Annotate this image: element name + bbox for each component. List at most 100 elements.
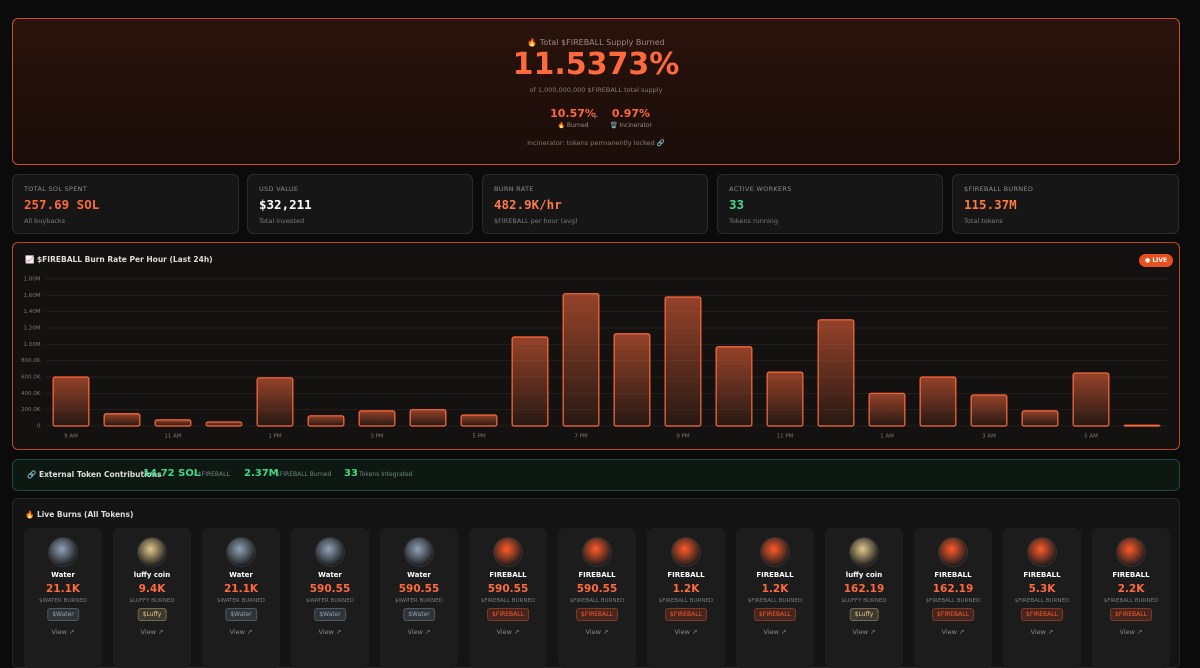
token-ticker: $FIREBALL	[576, 608, 618, 621]
token-name: FIREBALL	[1023, 571, 1061, 579]
token-name: Water	[51, 571, 75, 579]
stat-sub: Total invested	[259, 217, 305, 225]
burn-unit: $WATER BURNED	[39, 598, 87, 604]
token-avatar	[405, 538, 433, 566]
stat-card: TOTAL SOL SPENT 257.69 SOL All buybacks	[12, 174, 239, 234]
view-link[interactable]: View ↗	[763, 628, 787, 636]
burn-amount: 21.1K	[223, 583, 259, 595]
burn-amount: 2.2K	[1117, 583, 1145, 595]
hero-note: Incinerator: tokens permanently locked 🔗	[527, 139, 665, 147]
token-name: luffy coin	[133, 571, 171, 579]
burn-card: Water 21.1K $WATER BURNED $Water View ↗	[24, 528, 102, 668]
token-avatar	[138, 538, 166, 566]
burn-card: FIREBALL 590.55 $FIREBALL BURNED $FIREBALL V…	[469, 528, 547, 668]
view-link[interactable]: View ↗	[852, 628, 876, 636]
stat-label: $FIREBALL BURNED	[964, 185, 1034, 193]
view-link[interactable]: View ↗	[674, 628, 698, 636]
live-title: 🔥 Live Burns (All Tokens)	[25, 510, 134, 519]
stat-sub: All buybacks	[24, 217, 66, 225]
token-avatar	[227, 538, 255, 566]
burn-card: Water 590.55 $WATER BURNED $Water View ↗	[291, 528, 369, 668]
view-link[interactable]: View ↗	[496, 628, 520, 636]
hero-card: 🔥 Total $FIREBALL Supply Burned 11.5373%…	[12, 18, 1180, 165]
token-avatar	[494, 538, 522, 566]
burn-unit: $FIREBALL BURNED	[569, 598, 625, 604]
token-ticker: $FIREBALL	[487, 608, 529, 621]
token-name: FIREBALL	[578, 571, 616, 579]
token-avatar	[316, 538, 344, 566]
token-ticker: $FIREBALL	[1021, 608, 1063, 621]
burn-amount: 590.55	[576, 583, 618, 595]
burn-unit: $FIREBALL BURNED	[480, 598, 536, 604]
external-title: 🔗 External Token Contributions	[27, 470, 162, 479]
burn-amount: 162.19	[843, 583, 885, 595]
external-value: 14.72 SOL	[143, 468, 201, 479]
external-value: 33	[344, 468, 358, 479]
burn-card: Water 21.1K $WATER BURNED $Water View ↗	[202, 528, 280, 668]
burned-value: 10.57%	[550, 107, 596, 120]
token-ticker: $Luffy	[137, 608, 167, 621]
view-link[interactable]: View ↗	[318, 628, 342, 636]
incinerator-value: 0.97%	[611, 107, 651, 120]
burn-amount: 5.3K	[1028, 583, 1056, 595]
external-label: → $FIREBALL	[191, 471, 230, 478]
view-link[interactable]: View ↗	[1030, 628, 1054, 636]
burn-amount: 590.55	[398, 583, 440, 595]
token-name: FIREBALL	[489, 571, 527, 579]
stat-value: 257.69 SOL	[24, 197, 100, 212]
burn-amount: 162.19	[932, 583, 974, 595]
burn-unit: $WATER BURNED	[395, 598, 443, 604]
burn-card: luffy coin 162.19 $LUFFY BURNED $Luffy View …	[825, 528, 903, 668]
burn-unit: $WATER BURNED	[306, 598, 354, 604]
burn-card: FIREBALL 5.3K $FIREBALL BURNED $FIREBALL Vie…	[1003, 528, 1081, 668]
burn-card: Water 590.55 $WATER BURNED $Water View ↗	[380, 528, 458, 668]
burn-card: FIREBALL 162.19 $FIREBALL BURNED $FIREBALL V…	[914, 528, 992, 668]
token-name: FIREBALL	[1112, 571, 1150, 579]
stat-label: USD VALUE	[259, 185, 299, 193]
stat-label: TOTAL SOL SPENT	[24, 185, 88, 193]
chart-panel: 📈 $FIREBALL Burn Rate Per Hour (Last 24h…	[12, 242, 1180, 450]
view-link[interactable]: View ↗	[407, 628, 431, 636]
view-link[interactable]: View ↗	[585, 628, 609, 636]
stat-label: ACTIVE WORKERS	[729, 185, 792, 193]
stat-value: 33	[729, 197, 745, 212]
token-avatar	[1117, 538, 1145, 566]
burn-unit: $FIREBALL BURNED	[1103, 598, 1159, 604]
stat-card: BURN RATE 482.9K/hr $FIREBALL per hour (av…	[482, 174, 708, 234]
view-link[interactable]: View ↗	[941, 628, 965, 636]
burn-unit: $WATER BURNED	[217, 598, 265, 604]
plus: +	[591, 112, 599, 122]
token-name: FIREBALL	[667, 571, 705, 579]
token-ticker: $FIREBALL	[754, 608, 796, 621]
view-link[interactable]: View ↗	[51, 628, 75, 636]
token-name: FIREBALL	[934, 571, 972, 579]
token-name: Water	[229, 571, 253, 579]
stat-card: ACTIVE WORKERS 33 Tokens running	[717, 174, 943, 234]
stat-value: 115.37M	[964, 197, 1017, 212]
burn-unit: $LUFFY BURNED	[841, 598, 887, 604]
token-ticker: $Water	[314, 608, 346, 621]
token-avatar	[583, 538, 611, 566]
burn-unit: $FIREBALL BURNED	[925, 598, 981, 604]
token-avatar	[850, 538, 878, 566]
token-avatar	[939, 538, 967, 566]
token-avatar	[1028, 538, 1056, 566]
burn-amount: 9.4K	[138, 583, 166, 595]
view-link[interactable]: View ↗	[229, 628, 253, 636]
burn-unit: $FIREBALL BURNED	[1014, 598, 1070, 604]
token-avatar	[672, 538, 700, 566]
token-name: luffy coin	[845, 571, 883, 579]
view-link[interactable]: View ↗	[1119, 628, 1143, 636]
burn-card: FIREBALL 1.2K $FIREBALL BURNED $FIREBALL Vie…	[647, 528, 725, 668]
token-ticker: $Water	[47, 608, 79, 621]
burn-card: FIREBALL 1.2K $FIREBALL BURNED $FIREBALL Vie…	[736, 528, 814, 668]
token-ticker: $Water	[225, 608, 257, 621]
stat-value: $32,211	[259, 197, 312, 212]
token-name: Water	[318, 571, 342, 579]
burn-unit: $LUFFY BURNED	[129, 598, 175, 604]
external-value: 2.37M	[244, 468, 279, 479]
hero-title: 🔥 Total $FIREBALL Supply Burned	[527, 38, 665, 47]
view-link[interactable]: View ↗	[140, 628, 164, 636]
incinerator-label: 🗑️ Incinerator	[609, 122, 653, 129]
hero-supply: of 1,000,000,000 $FIREBALL total supply	[529, 86, 663, 94]
